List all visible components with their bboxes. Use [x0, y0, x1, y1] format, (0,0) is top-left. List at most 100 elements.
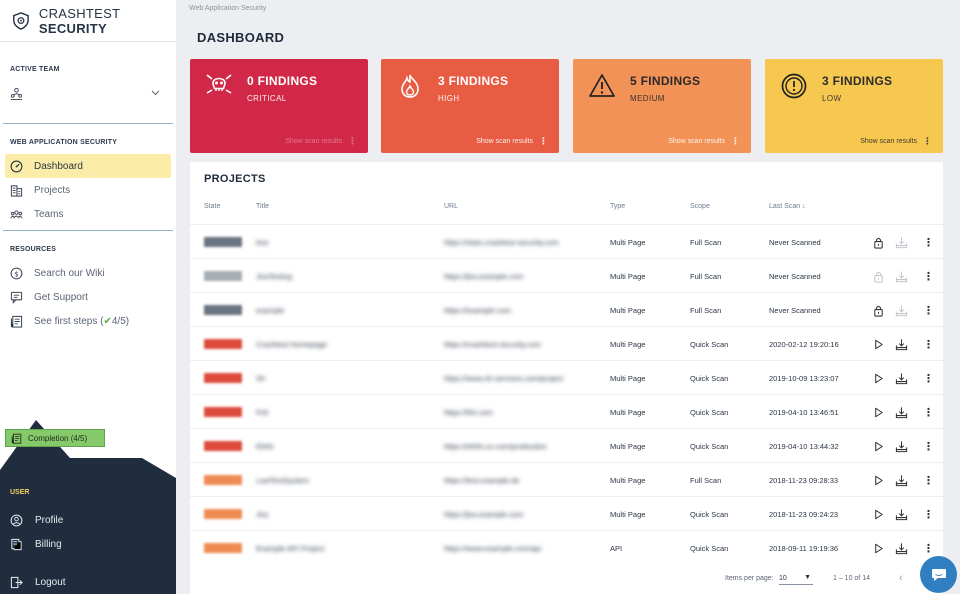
project-title[interactable]: example: [256, 305, 285, 315]
download-report-icon[interactable]: [895, 429, 908, 463]
severity-label: LOW: [822, 94, 842, 103]
severity-label: CRITICAL: [247, 94, 287, 103]
resource-get-support[interactable]: Get Support: [0, 285, 176, 309]
project-title[interactable]: Crashtest Homepage: [256, 339, 327, 349]
lock-icon[interactable]: [872, 293, 885, 327]
show-scan-results-link[interactable]: Show scan results ⋮: [476, 136, 548, 146]
start-scan-icon[interactable]: [872, 327, 885, 361]
show-scan-results-link[interactable]: Show scan results ⋮: [285, 136, 357, 146]
download-report-icon[interactable]: [895, 395, 908, 429]
table-row[interactable]: Jira https://jira.example.com Multi Page Qu…: [190, 496, 943, 530]
column-header-state[interactable]: State: [204, 203, 221, 210]
breadcrumb[interactable]: Web Application Security: [189, 5, 267, 12]
resource-search-wiki[interactable]: $ Search our Wiki: [0, 261, 176, 285]
table-row[interactable]: LastTestSystem https://test.example.de Mul…: [190, 462, 943, 496]
low-findings-card[interactable]: 3 FINDINGS LOW Show scan results ⋮: [765, 59, 943, 153]
chat-widget-button[interactable]: [920, 556, 957, 593]
download-report-icon[interactable]: [895, 361, 908, 395]
more-options-icon[interactable]: ⋮: [923, 270, 934, 283]
project-url[interactable]: https://example.com: [444, 305, 512, 315]
project-url[interactable]: https://crashtest-security.com: [444, 339, 541, 349]
high-findings-card[interactable]: 3 FINDINGS HIGH Show scan results ⋮: [381, 59, 559, 153]
logout-button[interactable]: Logout: [10, 576, 66, 589]
building-icon: [10, 184, 23, 197]
more-options-icon[interactable]: ⋮: [923, 304, 934, 317]
start-scan-icon[interactable]: [872, 361, 885, 395]
project-title[interactable]: JiraTesting: [256, 271, 292, 281]
project-title[interactable]: test: [256, 237, 269, 247]
team-avatar-icon: [10, 87, 23, 100]
start-scan-icon[interactable]: [872, 429, 885, 463]
nav-item-dashboard[interactable]: Dashboard: [5, 154, 171, 178]
project-url[interactable]: https://ehhh.co.com/production: [444, 441, 547, 451]
resource-first-steps[interactable]: See first steps (✔4/5): [0, 309, 176, 333]
table-row[interactable]: Example API Project https://www.example.c…: [190, 530, 943, 564]
project-last-scan: 2018-11-23 09:28:33: [769, 475, 839, 485]
user-item-profile[interactable]: Profile: [10, 514, 63, 527]
table-row[interactable]: Sh https://www.sh-services.com/project Mul…: [190, 360, 943, 394]
page-title: DASHBOARD: [197, 30, 285, 45]
project-title[interactable]: LastTestSystem: [256, 475, 309, 485]
chevron-down-icon[interactable]: [151, 90, 160, 96]
project-url[interactable]: https://test.example.de: [444, 475, 520, 485]
download-report-icon[interactable]: [895, 463, 908, 497]
medium-findings-card[interactable]: 5 FINDINGS MEDIUM Show scan results ⋮: [573, 59, 751, 153]
show-scan-results-link[interactable]: Show scan results ⋮: [668, 136, 740, 146]
project-url[interactable]: https://jira.example.com: [444, 509, 524, 519]
state-indicator: [204, 361, 242, 395]
more-options-icon[interactable]: ⋮: [923, 372, 934, 385]
previous-page-button[interactable]: ‹: [899, 572, 903, 584]
dollar-icon: $: [10, 267, 23, 280]
more-options-icon[interactable]: ⋮: [923, 406, 934, 419]
download-report-icon[interactable]: [895, 497, 908, 531]
column-header-last-scan[interactable]: Last Scan ↓: [769, 203, 806, 210]
project-url[interactable]: https://www.sh-services.com/project: [444, 373, 564, 383]
table-row[interactable]: Fsh https://fsh.com Multi Page Quick Scan 20…: [190, 394, 943, 428]
table-row[interactable]: example https://example.com Multi Page Full…: [190, 292, 943, 326]
start-scan-icon[interactable]: [872, 463, 885, 497]
more-options-icon[interactable]: ⋮: [923, 236, 934, 249]
team-selector[interactable]: [0, 81, 176, 105]
project-title[interactable]: Ehhh: [256, 441, 274, 451]
project-url[interactable]: https://jira.example.com: [444, 271, 524, 281]
project-scope: Full Scan: [690, 237, 722, 247]
column-header-scope[interactable]: Scope: [690, 203, 710, 210]
project-title[interactable]: Example API Project: [256, 543, 325, 553]
items-per-page-select[interactable]: 10 ▼: [779, 574, 813, 585]
column-header-url[interactable]: URL: [444, 203, 459, 210]
brand-logo[interactable]: CRASHTEST SECURITY: [0, 0, 176, 42]
resources-label: RESOURCES: [10, 246, 57, 253]
column-header-title[interactable]: Title: [256, 203, 269, 210]
more-options-icon[interactable]: ⋮: [923, 508, 934, 521]
more-options-icon[interactable]: ⋮: [923, 474, 934, 487]
more-options-icon[interactable]: ⋮: [923, 440, 934, 453]
start-scan-icon[interactable]: [872, 395, 885, 429]
project-title[interactable]: Fsh: [256, 407, 269, 417]
lock-icon[interactable]: [872, 225, 885, 259]
table-row[interactable]: Crashtest Homepage https://crashtest-secu…: [190, 326, 943, 360]
project-url[interactable]: https://fsh.com: [444, 407, 493, 417]
project-title[interactable]: Jira: [256, 509, 269, 519]
show-scan-results-link[interactable]: Show scan results ⋮: [860, 136, 932, 146]
project-url[interactable]: https://www.example.com/api: [444, 543, 542, 553]
table-row[interactable]: JiraTesting https://jira.example.com Multi…: [190, 258, 943, 292]
download-report-icon[interactable]: [895, 327, 908, 361]
project-title[interactable]: Sh: [256, 373, 266, 383]
more-options-icon[interactable]: ⋮: [923, 542, 934, 555]
nav-item-teams[interactable]: Teams: [0, 202, 176, 226]
critical-findings-card[interactable]: 0 FINDINGS CRITICAL Show scan results ⋮: [190, 59, 368, 153]
column-header-type[interactable]: Type: [610, 203, 626, 210]
completion-badge[interactable]: Completion (4/5): [5, 429, 105, 447]
logout-icon: [10, 576, 23, 589]
start-scan-icon[interactable]: [872, 531, 885, 565]
start-scan-icon[interactable]: [872, 497, 885, 531]
table-row[interactable]: Ehhh https://ehhh.co.com/production Multi …: [190, 428, 943, 462]
more-options-icon[interactable]: ⋮: [923, 338, 934, 351]
project-scope: Quick Scan: [690, 373, 729, 383]
nav-item-projects[interactable]: Projects: [0, 178, 176, 202]
table-row[interactable]: test https://stats.crashtest-security.com…: [190, 224, 943, 258]
download-report-icon[interactable]: [895, 531, 908, 565]
project-url[interactable]: https://stats.crashtest-security.com: [444, 237, 559, 247]
flame-icon: [401, 74, 419, 98]
user-item-billing[interactable]: Billing: [10, 538, 62, 551]
